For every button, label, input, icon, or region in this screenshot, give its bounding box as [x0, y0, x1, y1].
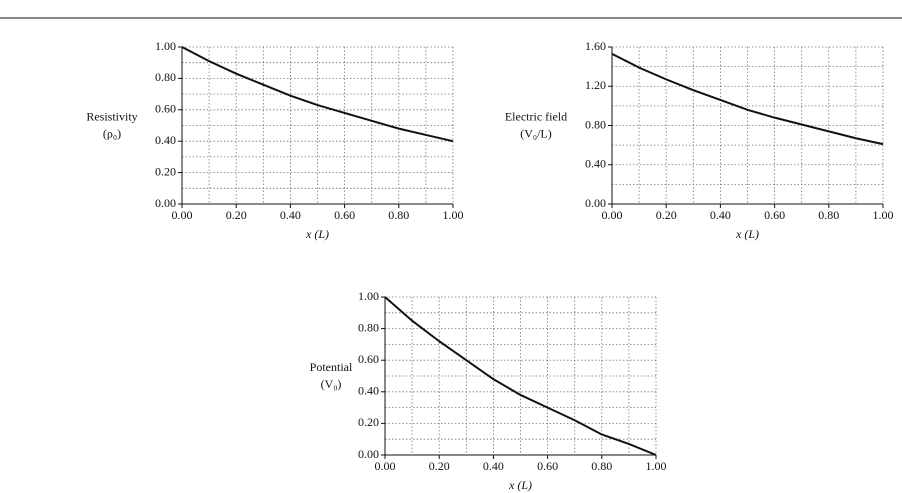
- y-tick-label: 0.40: [358, 384, 379, 398]
- y-tick-label: 0.40: [585, 157, 606, 171]
- x-tick-label: 0.20: [656, 208, 677, 222]
- x-tick-label: 0.80: [818, 208, 839, 222]
- x-tick-label: 1.00: [443, 208, 464, 222]
- x-tick-label: 1.00: [873, 208, 894, 222]
- y-tick-label: 0.80: [155, 70, 176, 84]
- y-axis-label: (ρ₀): [103, 126, 121, 140]
- x-tick-label: 0.40: [280, 208, 301, 222]
- y-tick-label: 0.00: [155, 196, 176, 210]
- x-tick-label: 0.20: [429, 459, 450, 473]
- y-tick-label: 0.60: [155, 102, 176, 116]
- x-tick-label: 0.00: [375, 459, 396, 473]
- x-tick-label: 0.00: [172, 208, 193, 222]
- x-tick-label: 0.20: [226, 208, 247, 222]
- y-axis-label: Electric field: [505, 109, 567, 123]
- y-tick-label: 1.00: [358, 289, 379, 303]
- y-axis-label: (V₀/L): [520, 126, 552, 140]
- y-axis-label: (V₀): [321, 377, 342, 391]
- y-axis-label: Resistivity: [86, 109, 137, 123]
- y-tick-label: 1.60: [585, 39, 606, 53]
- x-tick-label: 0.80: [388, 208, 409, 222]
- x-axis-label: x (L): [305, 227, 329, 241]
- y-tick-label: 0.40: [155, 133, 176, 147]
- y-tick-label: 0.20: [358, 415, 379, 429]
- x-tick-label: 0.60: [334, 208, 355, 222]
- x-axis-label: x (L): [735, 227, 759, 241]
- y-tick-label: 0.80: [585, 117, 606, 131]
- y-tick-label: 1.00: [155, 39, 176, 53]
- y-axis-label: Potential: [310, 360, 353, 374]
- x-tick-label: 0.40: [483, 459, 504, 473]
- y-tick-label: 0.80: [358, 320, 379, 334]
- x-tick-label: 1.00: [646, 459, 667, 473]
- data-line: [181, 46, 454, 143]
- y-tick-label: 0.20: [155, 164, 176, 178]
- data-line: [384, 296, 657, 456]
- x-tick-label: 0.00: [602, 208, 623, 222]
- x-tick-label: 0.60: [537, 459, 558, 473]
- x-tick-label: 0.80: [591, 459, 612, 473]
- y-tick-label: 1.20: [585, 78, 606, 92]
- y-tick-label: 0.00: [358, 447, 379, 461]
- x-tick-label: 0.40: [710, 208, 731, 222]
- data-line: [611, 52, 884, 146]
- x-axis-label: x (L): [508, 478, 532, 492]
- x-tick-label: 0.60: [764, 208, 785, 222]
- y-tick-label: 0.00: [585, 196, 606, 210]
- y-tick-label: 0.60: [358, 352, 379, 366]
